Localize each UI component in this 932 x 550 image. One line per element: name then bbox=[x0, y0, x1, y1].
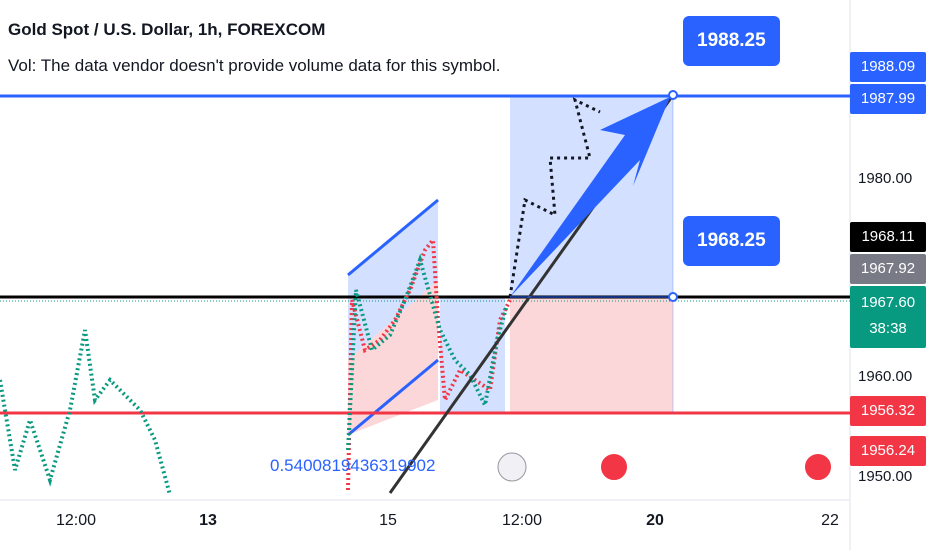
event-icon[interactable] bbox=[599, 452, 629, 482]
price-tag: 1956.32 bbox=[850, 396, 926, 426]
price-tick: 1980.00 bbox=[858, 170, 913, 187]
time-label: 15 bbox=[379, 512, 397, 529]
channel-line bbox=[347, 198, 439, 277]
annotation: 0.5400819436319902 bbox=[270, 456, 436, 475]
title: Gold Spot / U.S. Dollar, 1h, FOREXCOM bbox=[8, 20, 326, 39]
countdown: 38:38 bbox=[869, 320, 907, 337]
price-tag: 1967.60 38:38 bbox=[850, 286, 926, 348]
price-tag: 1987.99 bbox=[850, 84, 926, 114]
time-label: 12:00 bbox=[55, 512, 97, 529]
price: 1967.60 bbox=[860, 294, 916, 311]
subtitle: Vol: The data vendor doesn't provide vol… bbox=[8, 56, 501, 75]
time-label: 20 bbox=[646, 512, 664, 529]
price-tag: 1988.09 bbox=[850, 52, 926, 82]
event-icon[interactable] bbox=[803, 452, 833, 482]
callout: 1968.25 bbox=[683, 216, 780, 266]
price-tag: 1968.11 bbox=[850, 222, 926, 252]
arrow bbox=[510, 97, 670, 297]
price-tag: 1956.24 bbox=[850, 436, 926, 466]
callout: 1988.25 bbox=[683, 16, 780, 66]
channel-line bbox=[347, 358, 439, 437]
anchor bbox=[668, 292, 678, 302]
price-action bbox=[0, 329, 172, 496]
price-tag: 1967.92 bbox=[850, 254, 926, 284]
time-label: 13 bbox=[199, 512, 217, 529]
price-tick: 1960.00 bbox=[858, 368, 913, 385]
stop-zone bbox=[510, 297, 673, 413]
projection-path bbox=[508, 97, 601, 298]
channel-fill bbox=[348, 200, 438, 360]
time-label: 22 bbox=[821, 512, 839, 529]
price-action bbox=[346, 253, 509, 451]
price-tick: 1950.00 bbox=[858, 468, 913, 485]
anchor bbox=[668, 90, 678, 100]
time-label: 12:00 bbox=[501, 512, 543, 529]
event-icon[interactable] bbox=[497, 452, 527, 482]
channel-fill bbox=[348, 280, 438, 435]
